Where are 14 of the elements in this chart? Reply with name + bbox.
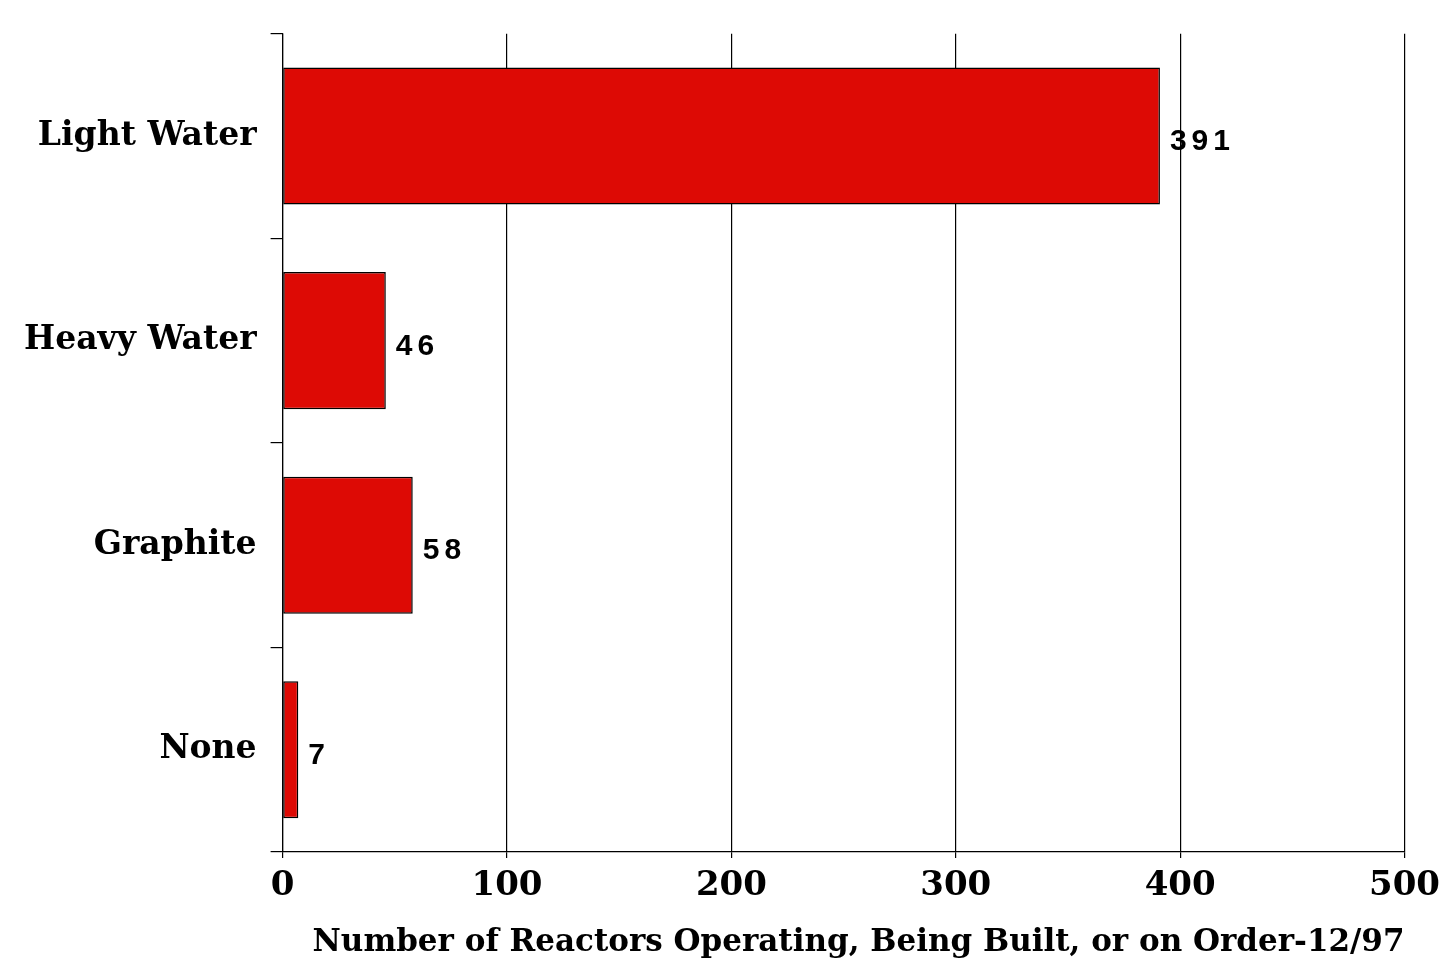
y-tick-label: Heavy Water bbox=[23, 318, 258, 358]
x-tick-label: 300 bbox=[920, 863, 992, 904]
y-tick-label: None bbox=[159, 727, 257, 767]
x-tick-label: 200 bbox=[695, 863, 767, 904]
x-tick-label: 100 bbox=[471, 863, 543, 904]
x-tick-label: 0 bbox=[270, 863, 295, 904]
y-tick-label: Graphite bbox=[93, 522, 257, 562]
data-label: 58 bbox=[422, 532, 467, 566]
y-tick-label: Light Water bbox=[37, 113, 258, 153]
data-label: 7 bbox=[308, 736, 330, 770]
data-label: 46 bbox=[395, 327, 440, 361]
x-tick-label: 500 bbox=[1369, 863, 1441, 904]
x-tick-label: 400 bbox=[1144, 863, 1216, 904]
x-axis-title: Number of Reactors Operating, Being Built, or on Order-12/97 bbox=[312, 922, 1405, 959]
